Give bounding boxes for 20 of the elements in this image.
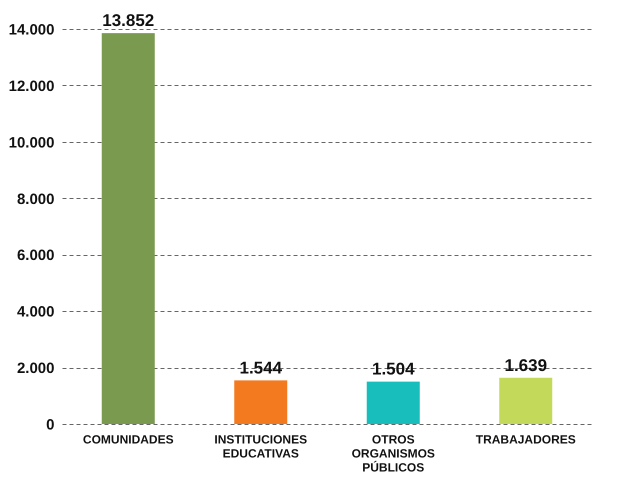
- x-tick-label: COMUNIDADES: [82, 432, 174, 446]
- y-tick-label: 4.000: [16, 304, 54, 321]
- data-label: 1.504: [372, 360, 416, 379]
- y-tick-label: 10.000: [8, 134, 54, 152]
- bar: [234, 380, 288, 424]
- y-tick-label: 0: [46, 416, 54, 434]
- x-tick-label: TRABAJADORES: [476, 432, 576, 446]
- x-tick-label: OTROS ORGANISMOS PÚBLICOS: [352, 432, 435, 474]
- y-tick-label: 12.000: [8, 78, 54, 95]
- bar: [102, 33, 155, 424]
- bar: [499, 378, 552, 424]
- y-tick-label: 6.000: [16, 247, 54, 264]
- data-label: 1.544: [239, 358, 283, 378]
- y-tick-label: 14.000: [8, 22, 54, 38]
- y-tick-label: 2.000: [16, 360, 54, 378]
- y-tick-label: 8.000: [16, 190, 54, 208]
- x-tick-label: INSTITUCIONES EDUCATIVAS: [214, 432, 308, 460]
- data-label: 13.852: [102, 11, 154, 30]
- bar: [366, 382, 420, 424]
- data-label: 1.639: [504, 356, 548, 375]
